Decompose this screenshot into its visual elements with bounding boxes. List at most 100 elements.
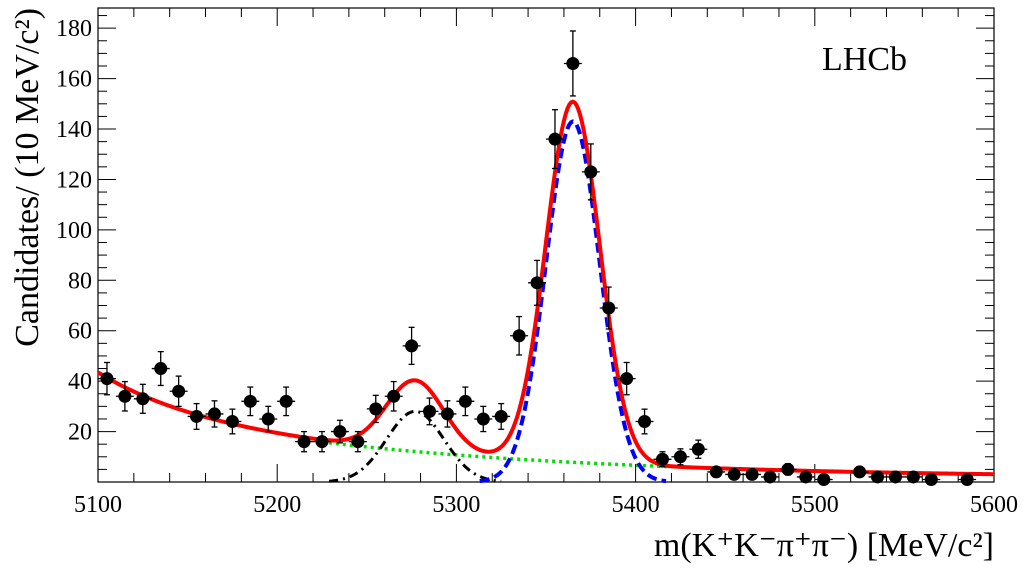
data-point xyxy=(456,386,475,417)
data-marker xyxy=(458,394,472,408)
y-tick-label: 60 xyxy=(68,319,92,345)
data-points xyxy=(98,30,977,486)
data-marker xyxy=(673,450,687,464)
data-point xyxy=(510,315,529,356)
data-marker xyxy=(799,470,813,484)
data-marker xyxy=(888,470,902,484)
x-axis-label: m(K⁺K⁻π⁺π⁻) [MeV/c²] xyxy=(654,527,994,564)
data-marker xyxy=(279,394,293,408)
data-marker xyxy=(853,465,867,479)
data-point xyxy=(886,470,905,484)
data-marker xyxy=(817,472,831,486)
data-point xyxy=(438,400,457,428)
data-marker xyxy=(100,372,114,386)
data-marker xyxy=(315,435,329,449)
lhcb-label: LHCb xyxy=(822,41,907,78)
data-marker xyxy=(351,435,365,449)
x-tick-label: 5600 xyxy=(970,492,1018,518)
data-point xyxy=(205,400,224,428)
data-marker xyxy=(566,56,580,70)
y-tick-labels: 20 40 60 80 100 120 140 160 180 xyxy=(56,16,92,445)
x-tick-label: 5100 xyxy=(74,492,122,518)
data-point xyxy=(98,361,116,396)
data-point xyxy=(814,472,833,486)
data-point xyxy=(277,386,296,417)
x-tick-label: 5300 xyxy=(432,492,480,518)
data-point xyxy=(330,419,349,444)
data-point xyxy=(313,430,331,453)
data-point xyxy=(868,470,887,484)
data-marker xyxy=(136,392,150,406)
y-tick-label: 160 xyxy=(56,67,92,93)
data-point xyxy=(492,402,511,430)
total-fit-curve xyxy=(96,99,995,477)
data-marker xyxy=(369,402,383,416)
data-marker xyxy=(530,276,544,290)
data-marker xyxy=(763,470,777,484)
data-point xyxy=(259,405,278,433)
data-marker xyxy=(781,462,795,476)
x-tick-label: 5500 xyxy=(791,492,839,518)
data-marker xyxy=(548,132,562,146)
data-point xyxy=(169,375,188,408)
data-point xyxy=(653,451,672,468)
data-point xyxy=(187,402,206,430)
data-marker xyxy=(691,442,705,456)
data-point xyxy=(904,470,923,484)
data-marker xyxy=(620,372,634,386)
data-point xyxy=(599,286,618,330)
axis-ticks xyxy=(97,8,995,482)
data-marker xyxy=(261,412,275,426)
data-point xyxy=(922,472,941,486)
data-marker xyxy=(745,467,759,481)
data-marker xyxy=(709,465,723,479)
data-point xyxy=(563,30,582,97)
data-marker xyxy=(333,425,347,439)
x-tick-label: 5200 xyxy=(253,492,301,518)
data-point xyxy=(671,448,690,466)
data-point xyxy=(796,470,815,484)
data-marker xyxy=(207,407,221,421)
data-point xyxy=(617,361,636,396)
x-tick-label: 5400 xyxy=(612,492,660,518)
y-tick-label: 140 xyxy=(56,117,92,143)
data-point xyxy=(778,462,797,476)
data-marker xyxy=(405,339,419,353)
data-point xyxy=(581,143,600,201)
data-point xyxy=(474,405,493,433)
data-marker xyxy=(871,470,885,484)
data-point xyxy=(707,465,726,479)
data-point xyxy=(761,470,779,484)
data-marker xyxy=(118,389,132,403)
data-point xyxy=(546,109,564,170)
data-marker xyxy=(960,472,974,486)
data-marker xyxy=(602,301,616,315)
data-marker xyxy=(387,389,401,403)
data-point xyxy=(223,408,242,435)
data-point xyxy=(366,394,385,424)
plot-frame xyxy=(97,7,995,483)
data-marker xyxy=(154,362,168,376)
data-marker xyxy=(655,452,669,466)
x-tick-labels: 5100 5200 5300 5400 5500 5600 xyxy=(74,492,1018,518)
y-axis-label: Candidates/ (10 MeV/c²) xyxy=(9,8,46,347)
y-tick-label: 80 xyxy=(68,268,92,294)
data-point xyxy=(348,430,367,453)
data-marker xyxy=(225,414,239,428)
data-marker xyxy=(297,435,311,449)
data-marker xyxy=(906,470,920,484)
y-tick-label: 20 xyxy=(68,420,92,446)
data-point xyxy=(384,380,403,412)
y-tick-label: 100 xyxy=(56,218,92,244)
data-marker xyxy=(584,165,598,179)
y-tick-label: 180 xyxy=(56,16,92,42)
data-marker xyxy=(440,407,454,421)
data-marker xyxy=(172,384,186,398)
data-marker xyxy=(494,409,508,423)
data-point xyxy=(241,386,260,417)
data-marker xyxy=(423,404,437,418)
data-point xyxy=(958,472,977,486)
data-point xyxy=(528,259,546,306)
data-point xyxy=(151,350,170,387)
